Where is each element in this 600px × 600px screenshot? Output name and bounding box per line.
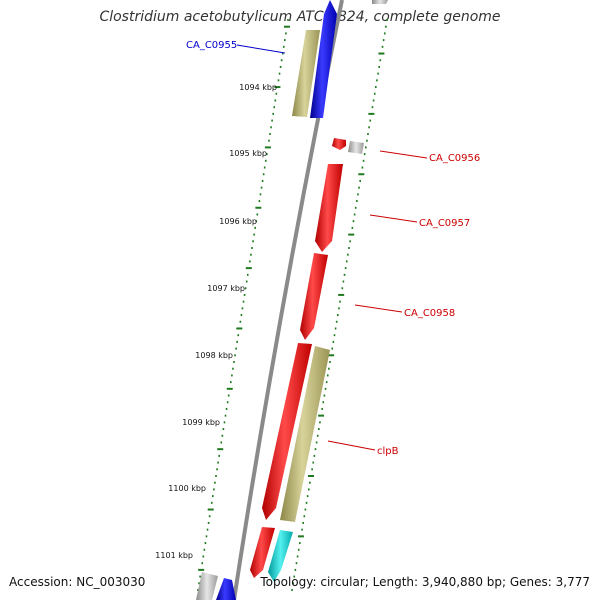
- gene-clpB-partner[interactable]: [280, 346, 330, 522]
- map-title: Clostridium acetobutylicum ATCC 824, com…: [99, 9, 501, 25]
- scale-label-1096: 1096 kbp: [219, 217, 257, 226]
- gene-small-grey-top[interactable]: [372, 0, 388, 4]
- scale-label-1095: 1095 kbp: [229, 149, 267, 158]
- scale-label-1099: 1099 kbp: [182, 418, 220, 427]
- gene-CA_C0955[interactable]: [292, 0, 337, 118]
- scale-label-1098: 1098 kbp: [195, 351, 233, 360]
- gene-label-CA_C0958[interactable]: CA_C0958: [404, 308, 455, 319]
- gene-label-CA_C0955[interactable]: CA_C0955: [186, 40, 237, 51]
- topology-text: Topology: circular; Length: 3,940,880 bp…: [260, 575, 590, 589]
- gene-bottom-grey[interactable]: [196, 572, 218, 600]
- leader-clpB: [327, 440, 376, 451]
- gene-bottom-cyan[interactable]: [268, 530, 293, 582]
- gene-label-CA_C0956[interactable]: CA_C0956: [429, 153, 480, 164]
- accession-text: Accession: NC_003030: [9, 575, 146, 589]
- leader-CA_C0955: [236, 44, 286, 54]
- leader-CA_C0956: [379, 150, 428, 159]
- scale-track-left: [197, 19, 290, 591]
- gene-clpB[interactable]: [262, 343, 312, 520]
- leader-CA_C0958: [354, 304, 403, 313]
- leader-CA_C0957: [369, 214, 418, 223]
- scale-track-right: [291, 19, 388, 591]
- scale-label-1097: 1097 kbp: [207, 284, 245, 293]
- gene-CA_C0958[interactable]: [300, 253, 328, 340]
- gene-CA_C0956[interactable]: [332, 138, 346, 150]
- gene-bottom-red[interactable]: [250, 527, 275, 578]
- scale-label-1094: 1094 kbp: [239, 83, 277, 92]
- scale-label-1100: 1100 kbp: [168, 484, 206, 493]
- gene-CA_C0956-partner[interactable]: [348, 141, 364, 154]
- gene-CA_C0957[interactable]: [315, 164, 343, 252]
- gene-bottom-blue[interactable]: [216, 578, 236, 600]
- gene-label-clpB[interactable]: clpB: [377, 446, 399, 457]
- gene-label-CA_C0957[interactable]: CA_C0957: [419, 218, 470, 229]
- scale-label-1101: 1101 kbp: [155, 551, 193, 560]
